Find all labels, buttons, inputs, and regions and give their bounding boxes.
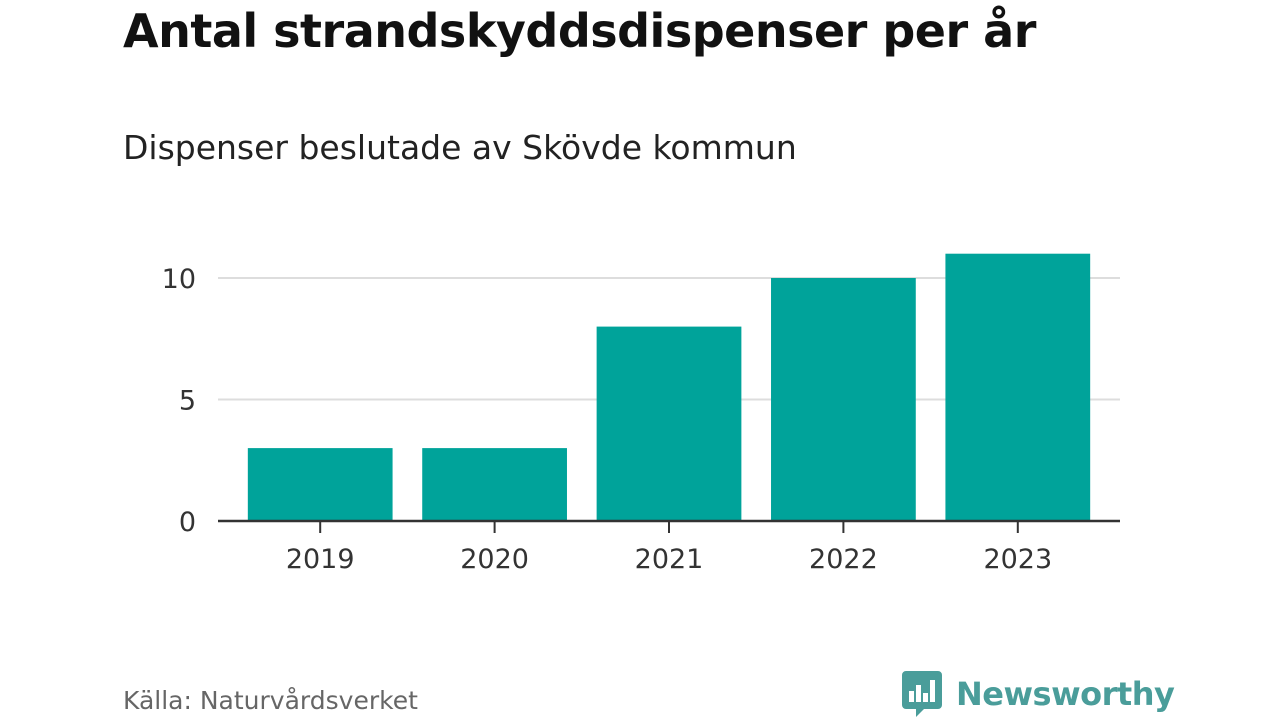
bar-2019 (247, 448, 393, 521)
x-axis (218, 519, 1120, 533)
x-tick-labels: 2019 2020 2021 2022 2023 (286, 544, 1052, 575)
x-tick-label-2020: 2020 (460, 544, 529, 575)
y-tick-label-0: 0 (179, 507, 196, 538)
bar-2020 (422, 448, 567, 521)
x-tick-label-2023: 2023 (983, 544, 1052, 575)
y-tick-label-5: 5 (179, 386, 196, 417)
x-tick-label-2021: 2021 (635, 544, 704, 575)
brand-name: Newsworthy (956, 675, 1175, 713)
bar-chart-speech-bubble-icon (902, 671, 942, 717)
x-tick-label-2019: 2019 (286, 544, 355, 575)
y-tick-label-10: 10 (162, 264, 196, 295)
source-note: Källa: Naturvårdsverket (123, 686, 418, 715)
bar-2022 (771, 278, 916, 521)
bars (247, 253, 1091, 521)
x-tick-label-2022: 2022 (809, 544, 878, 575)
bar-2023 (945, 253, 1091, 521)
brand-logo[interactable]: Newsworthy (902, 670, 1175, 718)
chart-title: Antal strandskyddsdispenser per år (123, 4, 1036, 58)
chart-subtitle: Dispenser beslutade av Skövde kommun (123, 128, 797, 167)
y-tick-labels: 0 5 10 (162, 264, 196, 538)
bar-2021 (596, 326, 742, 521)
